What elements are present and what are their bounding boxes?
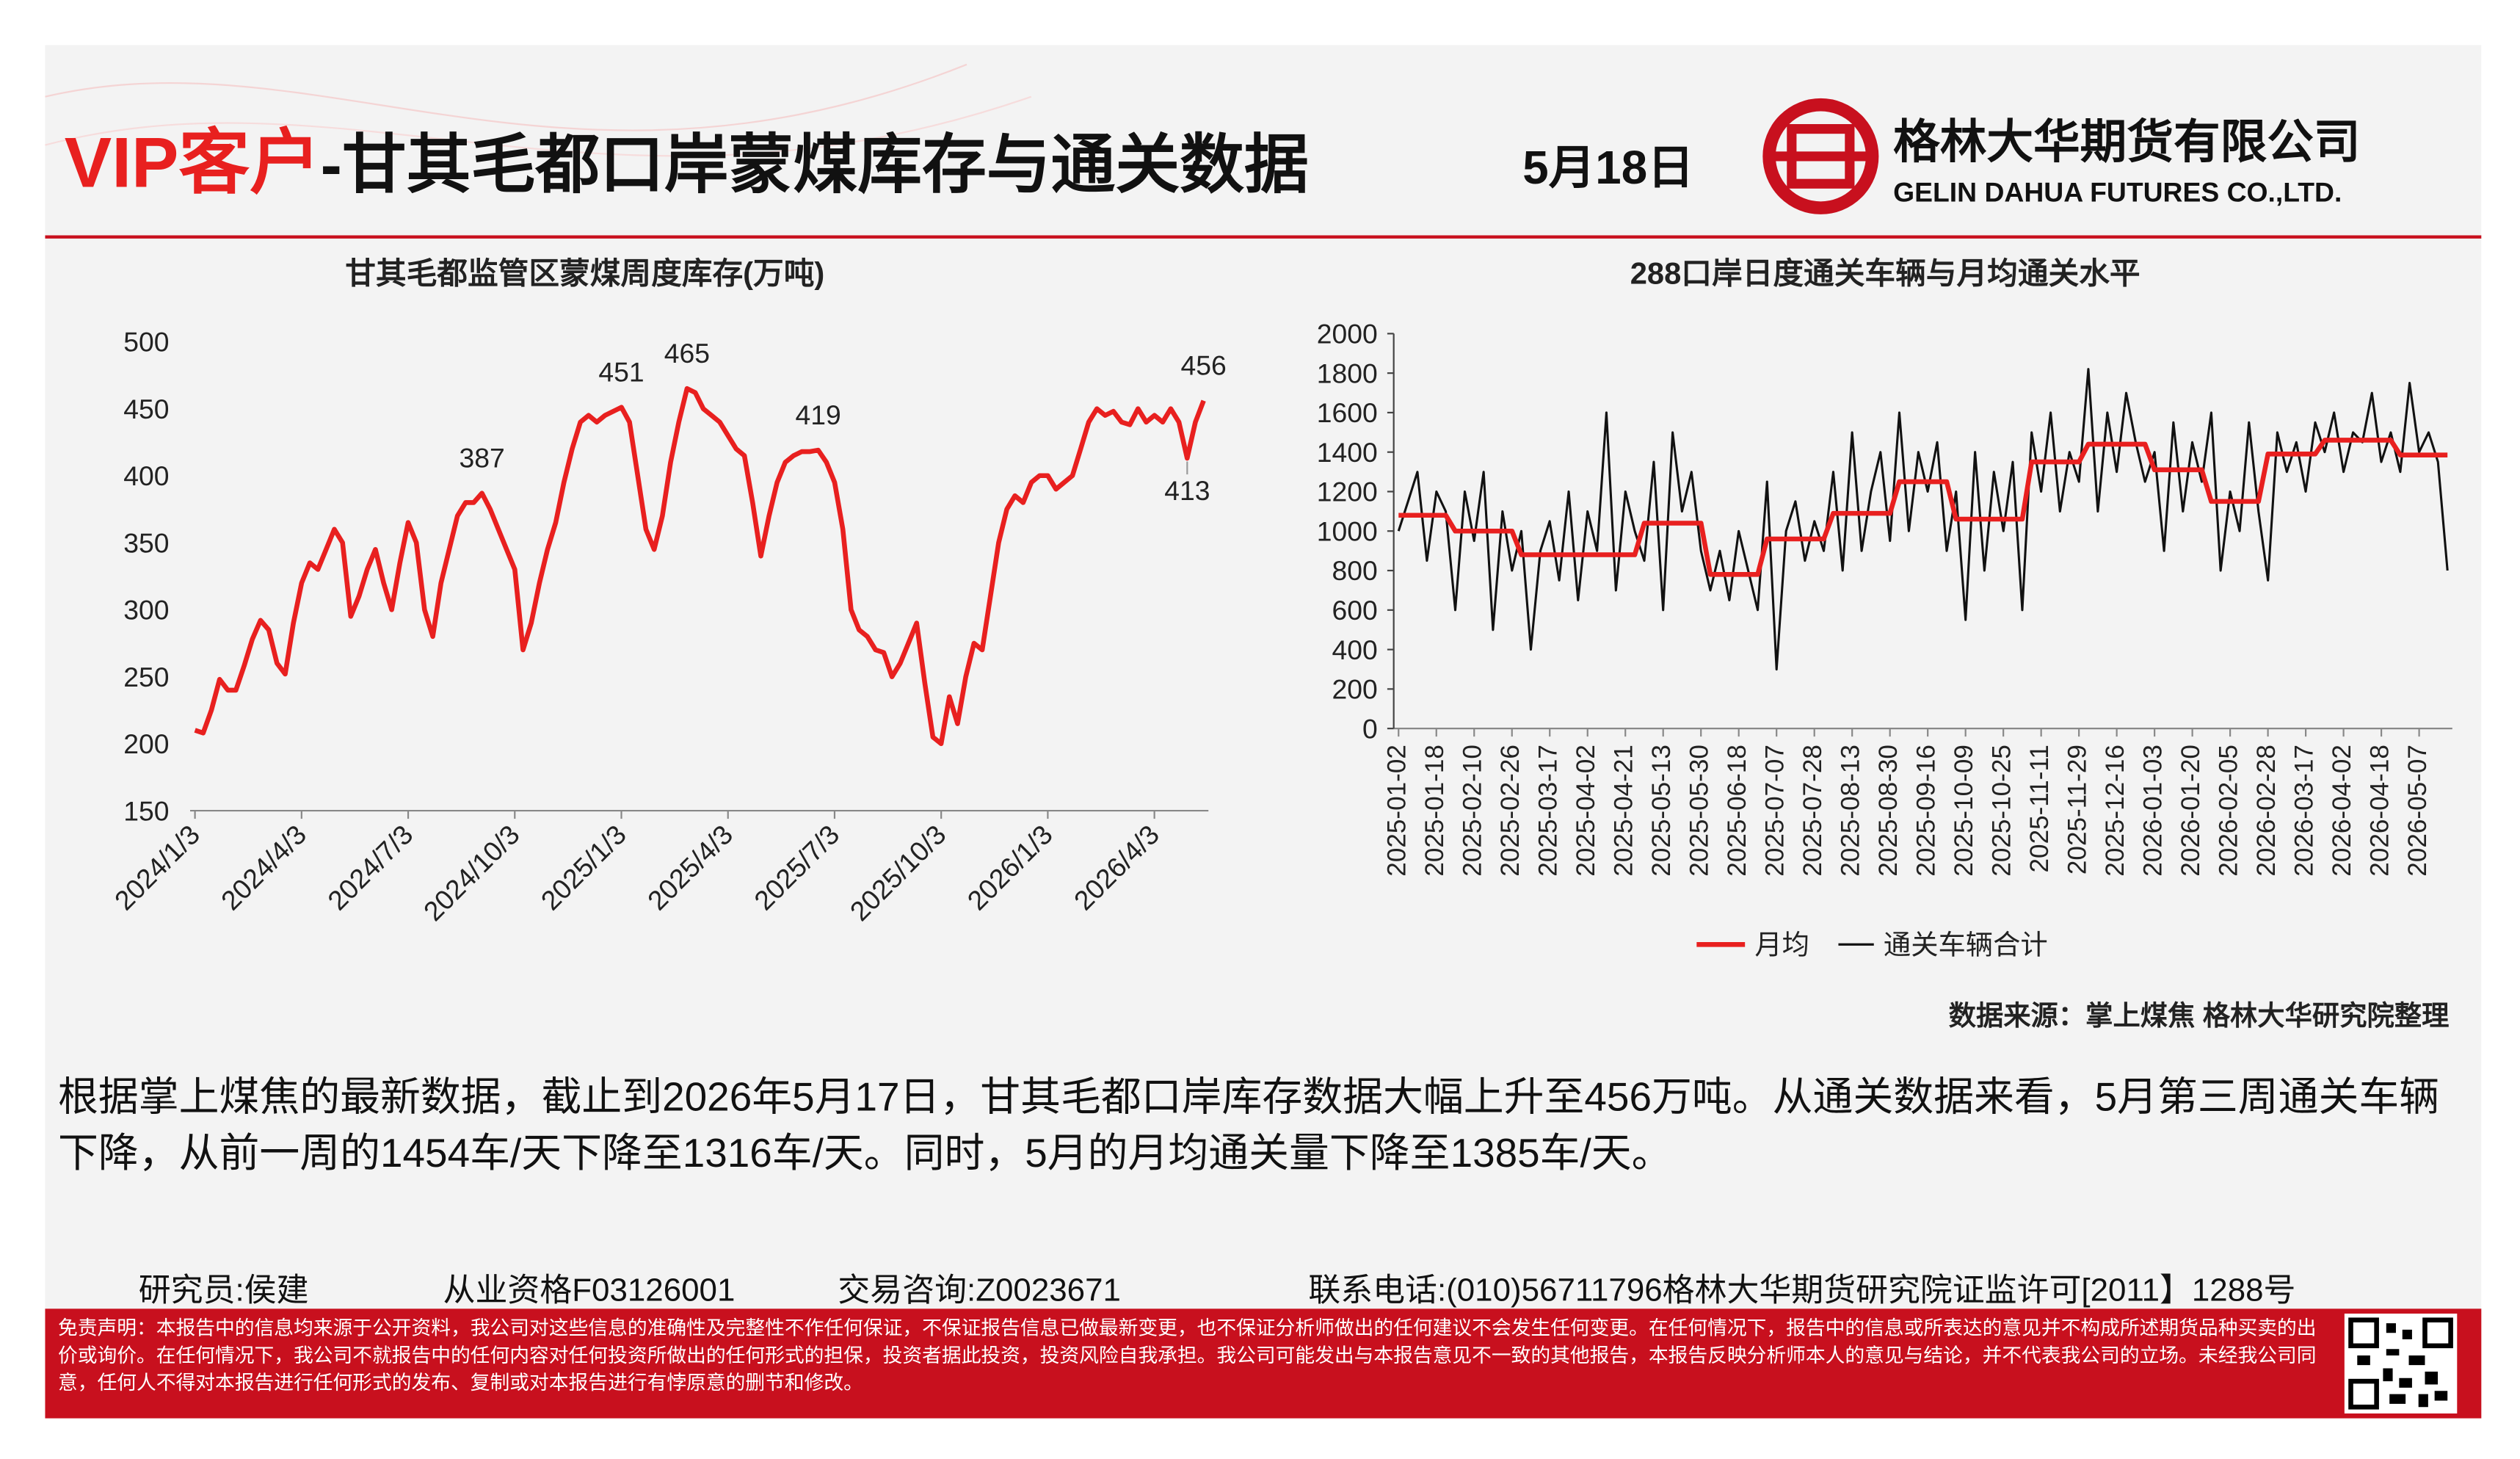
x-tick-label: 2025-12-16: [2101, 745, 2129, 877]
data-label: 465: [664, 338, 710, 369]
x-tick-label: 2025-10-25: [1987, 745, 2016, 877]
source-note: 数据来源：掌上煤焦 格林大华研究院整理: [1949, 1000, 2450, 1031]
x-tick-label: 2025-02-10: [1459, 745, 1487, 877]
title-highlight: VIP客户: [65, 124, 321, 203]
qr-modules: [2357, 1323, 2448, 1408]
data-label: 413: [1164, 475, 1210, 506]
y-tick-label: 0: [1362, 713, 1378, 744]
x-tick-label: 2025-01-18: [1420, 745, 1449, 877]
footer-researcher: 研究员:侯建: [138, 1273, 309, 1309]
series-line: [1397, 368, 2449, 671]
x-tick-label: 2024/10/3: [418, 819, 526, 927]
header-date: 5月18日: [1522, 142, 1693, 194]
logo-bar: [1769, 151, 1873, 162]
decoration: [45, 95, 1032, 157]
qr-finder: [2348, 1378, 2379, 1410]
x-tick-label: 2025-03-17: [1534, 745, 1563, 877]
x-tick-label: 2025/1/3: [535, 819, 632, 916]
y-tick-label: 1000: [1317, 515, 1378, 546]
y-tick-label: 600: [1332, 595, 1377, 626]
y-tick-label: 2000: [1317, 319, 1378, 350]
x-tick-label: 2026/1/3: [961, 819, 1058, 916]
footer-qualification: 从业资格F03126001: [443, 1273, 736, 1309]
x-tick-label: 2025-01-02: [1383, 745, 1412, 877]
x-tick-label: 2025-06-18: [1723, 745, 1751, 877]
x-tick-label: 2025-05-30: [1685, 745, 1713, 877]
y-tick-label: 400: [123, 460, 169, 491]
x-tick-label: 2026-01-03: [2138, 745, 2167, 877]
x-tick-label: 2025-11-11: [2025, 745, 2054, 872]
title-text: -甘其毛都口岸蒙煤库存与通关数据: [321, 129, 1309, 201]
legend-label: 月均: [1754, 929, 1809, 960]
x-tick-label: 2025-08-13: [1836, 745, 1864, 877]
legend-label: 通关车辆合计: [1884, 929, 2048, 960]
y-tick-label: 300: [123, 595, 169, 626]
x-tick-label: 2025/10/3: [844, 819, 952, 927]
y-tick-label: 450: [123, 394, 169, 424]
y-tick-label: 200: [123, 728, 169, 759]
data-label: 387: [459, 442, 504, 473]
company-name: 格林大华期货有限公司: [1893, 116, 2360, 168]
y-tick-label: 800: [1332, 555, 1377, 586]
qr-code: [2344, 1313, 2458, 1414]
series-line: [1398, 438, 2448, 577]
data-label: 451: [598, 357, 644, 388]
company-name-en: GELIN DAHUA FUTURES CO.,LTD.: [1893, 176, 2342, 207]
chart-title: 甘其毛都监管区蒙煤周度库存(万吨): [345, 256, 824, 290]
logo: [1762, 98, 1879, 214]
x-tick-label: 2026-02-28: [2252, 745, 2281, 877]
disclaimer: 免责声明：本报告中的信息均来源于公开资料，我公司对这些信息的准确性及完整性不作任…: [58, 1317, 2317, 1394]
y-tick-label: 1400: [1317, 437, 1378, 468]
x-tick-label: 2025-07-28: [1798, 745, 1827, 877]
header-title: VIP客户-甘其毛都口岸蒙煤库存与通关数据: [65, 124, 1309, 203]
x-tick-label: 2026-04-02: [2328, 745, 2356, 877]
y-tick-label: 1200: [1317, 477, 1378, 507]
x-tick-label: 2024/4/3: [215, 819, 312, 916]
data-label: 419: [795, 399, 840, 430]
x-tick-label: 2026-01-20: [2176, 745, 2205, 877]
x-tick-label: 2025-11-29: [2063, 745, 2091, 875]
decoration: [45, 63, 967, 131]
data-label: 456: [1181, 350, 1227, 381]
y-tick-label: 500: [123, 327, 169, 358]
x-tick-label: 2026-03-17: [2290, 745, 2318, 877]
x-tick-label: 2025-05-13: [1647, 745, 1676, 877]
y-tick-label: 350: [123, 527, 169, 558]
x-tick-label: 2025-02-26: [1496, 745, 1525, 877]
x-tick-label: 2025-04-21: [1610, 745, 1638, 877]
x-tick-label: 2025/4/3: [642, 819, 738, 916]
y-tick-label: 1800: [1317, 358, 1378, 388]
y-tick-label: 250: [123, 662, 169, 692]
x-tick-label: 2026-02-05: [2214, 745, 2243, 877]
summary: 根据掌上煤焦的最新数据，截止到2026年5月17日，甘其毛都口岸库存数据大幅上升…: [58, 1075, 2440, 1177]
x-tick-label: 2025-08-30: [1874, 745, 1903, 877]
y-tick-label: 400: [1332, 634, 1377, 665]
footer-contact: 联系电话:(010)56711796格林大华期货研究院证监许可[2011】128…: [1308, 1273, 2296, 1309]
x-tick-label: 2025-09-16: [1911, 745, 1940, 877]
y-tick-label: 150: [123, 795, 169, 826]
x-tick-label: 2025-07-07: [1760, 745, 1789, 877]
x-tick-label: 2025-10-09: [1950, 745, 1978, 877]
y-tick-label: 200: [1332, 674, 1377, 705]
y-tick-label: 1600: [1317, 397, 1378, 428]
series-line: [194, 385, 1206, 747]
x-tick-label: 2024/1/3: [109, 819, 206, 916]
x-tick-label: 2025-04-02: [1572, 745, 1600, 877]
x-tick-label: 2024/7/3: [322, 819, 418, 916]
qr-finder: [2422, 1317, 2453, 1349]
x-tick-label: 2026/4/3: [1068, 819, 1165, 916]
chart-title: 288口岸日度通关车辆与月均通关水平: [1630, 256, 2140, 290]
qr-finder: [2348, 1317, 2379, 1349]
footer-consulting: 交易咨询:Z0023671: [838, 1273, 1121, 1309]
disclaimer-box: 免责声明：本报告中的信息均来源于公开资料，我公司对这些信息的准确性及完整性不作任…: [45, 1308, 2482, 1419]
x-tick-label: 2025/7/3: [748, 819, 845, 916]
x-tick-label: 2026-04-18: [2365, 745, 2394, 877]
panel: [45, 45, 2482, 1419]
x-tick-label: 2026-05-07: [2403, 745, 2432, 877]
